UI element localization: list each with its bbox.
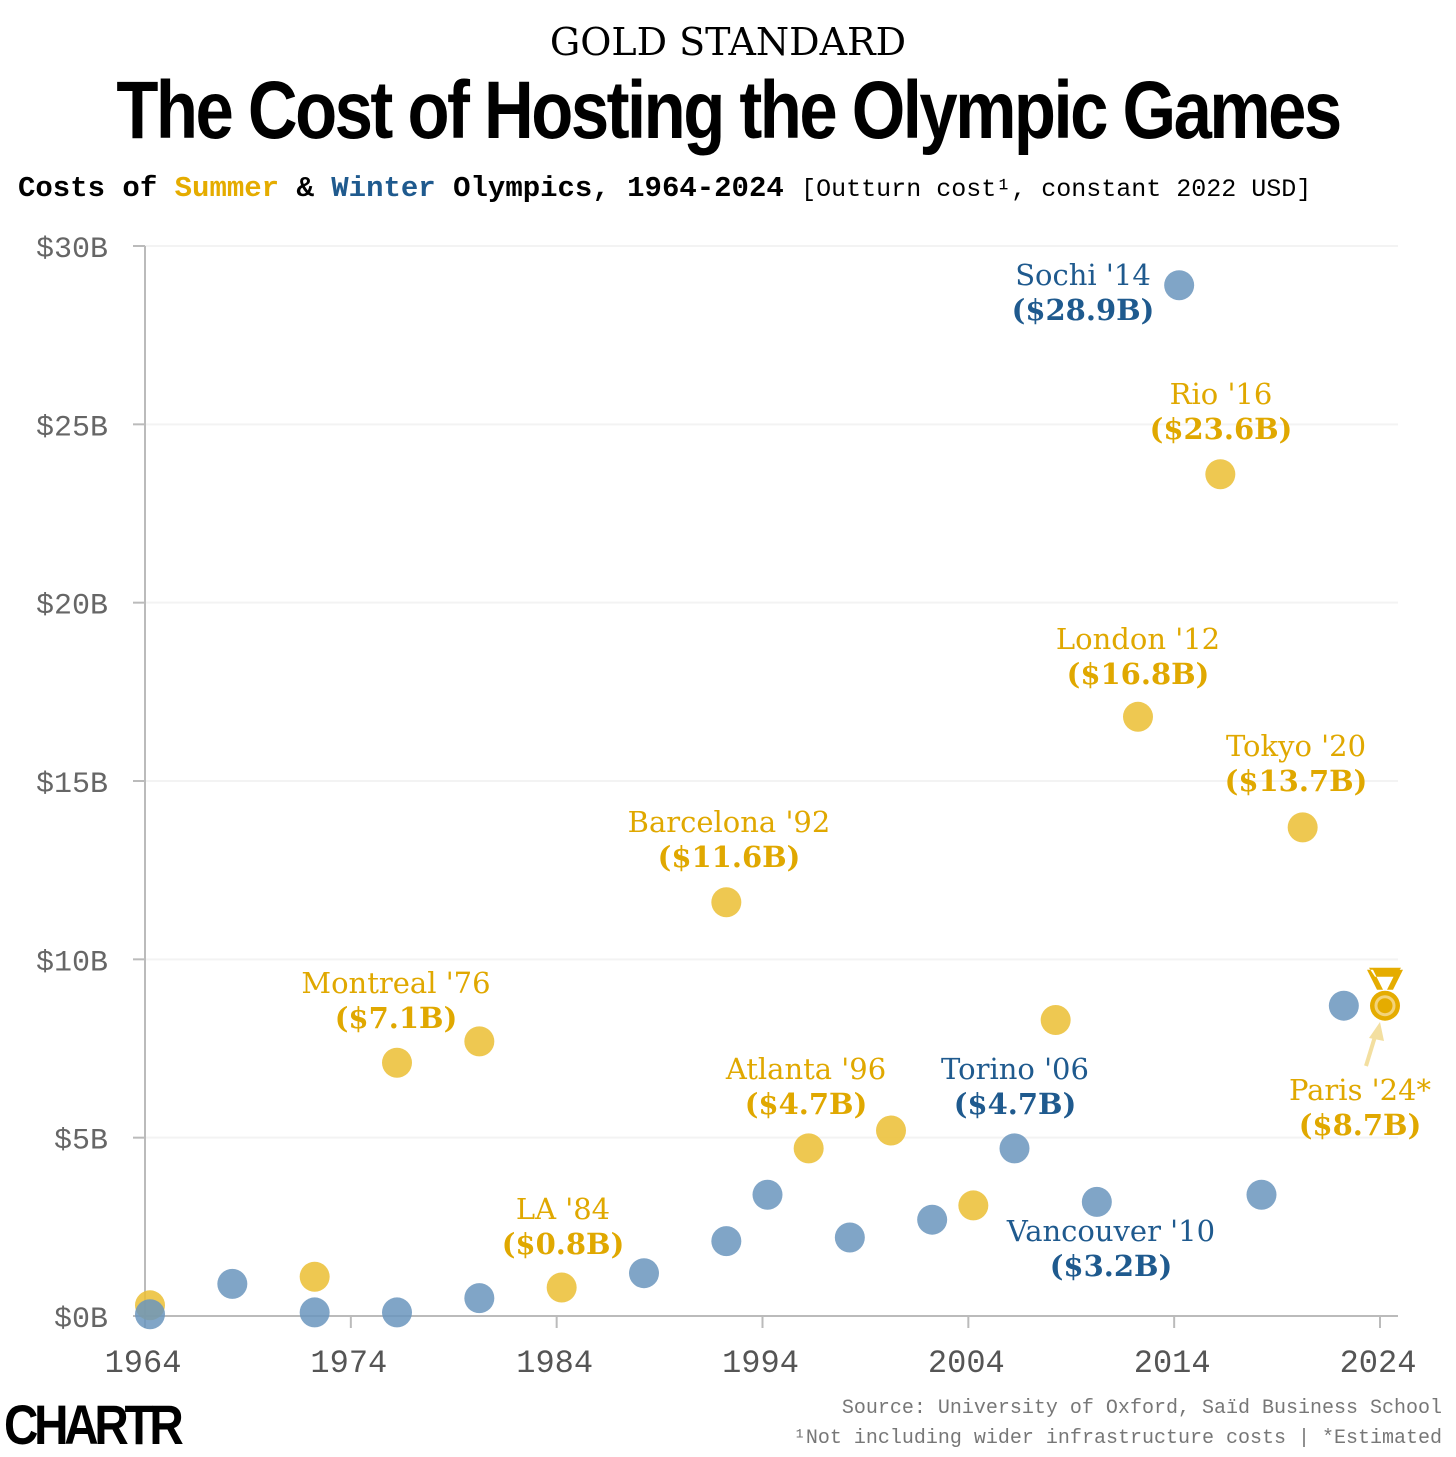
summer-point bbox=[793, 1133, 824, 1164]
summer-point bbox=[876, 1115, 906, 1146]
chartr-logo: CHARTR bbox=[4, 1393, 184, 1456]
point-label: Rio '16 bbox=[1170, 377, 1273, 411]
arrow-head-icon bbox=[1369, 1022, 1384, 1041]
winter-point bbox=[834, 1222, 865, 1253]
summer-point bbox=[1123, 701, 1153, 732]
point-label: London '12 bbox=[1056, 622, 1220, 656]
subtitle-unit: [Outturn cost¹, constant 2022 USD] bbox=[801, 175, 1312, 204]
winter-point bbox=[299, 1297, 330, 1328]
point-label: LA '84 bbox=[516, 1192, 610, 1226]
point-label: Montreal '76 bbox=[301, 966, 490, 1000]
winter-point bbox=[1081, 1186, 1112, 1217]
y-tick-label: $15B bbox=[36, 768, 108, 802]
winter-point bbox=[999, 1133, 1030, 1164]
chart-title: The Cost of Hosting the Olympic Games bbox=[116, 65, 1342, 156]
footer-notes: Source: University of Oxford, Saïd Busin… bbox=[794, 1394, 1442, 1454]
point-value: ($28.9B) bbox=[1012, 293, 1155, 327]
winter-point bbox=[629, 1258, 659, 1289]
x-tick-label: 1984 bbox=[516, 1345, 593, 1382]
x-tick-label: 2004 bbox=[928, 1345, 1005, 1382]
summer-point bbox=[299, 1261, 330, 1292]
point-value: ($23.6B) bbox=[1150, 412, 1293, 446]
winter-point bbox=[217, 1268, 248, 1299]
summer-point bbox=[464, 1026, 495, 1057]
winter-point bbox=[382, 1297, 412, 1328]
x-tick-label: 1964 bbox=[105, 1345, 182, 1382]
medal-ribbon-icon bbox=[1367, 967, 1403, 990]
subtitle-pre: Costs of bbox=[18, 172, 175, 205]
point-label: Torino '06 bbox=[941, 1052, 1089, 1086]
winter-point bbox=[1164, 270, 1195, 301]
winter-point bbox=[1246, 1179, 1277, 1210]
chart-subtitle: Costs of Summer & Winter Olympics, 1964-… bbox=[18, 172, 1311, 205]
point-value: ($3.2B) bbox=[1050, 1249, 1173, 1283]
medal-inner-icon bbox=[1374, 995, 1396, 1017]
legend-winter: Winter bbox=[331, 172, 436, 205]
summer-point bbox=[546, 1272, 577, 1303]
winter-point bbox=[464, 1283, 495, 1314]
x-tick-label: 1994 bbox=[722, 1345, 799, 1382]
source-text: Source: University of Oxford, Saïd Busin… bbox=[841, 1397, 1442, 1420]
summer-point bbox=[1287, 812, 1318, 843]
footnote-text: ¹Not including wider infrastructure cost… bbox=[793, 1427, 1442, 1450]
y-tick-label: $10B bbox=[36, 946, 108, 980]
winter-point bbox=[135, 1299, 165, 1330]
y-tick-label: $5B bbox=[54, 1125, 108, 1159]
point-label: Barcelona '92 bbox=[628, 805, 831, 839]
point-value: ($16.8B) bbox=[1067, 657, 1210, 691]
subtitle-post: Olympics, 1964-2024 bbox=[435, 172, 802, 205]
x-tick-label: 2024 bbox=[1340, 1345, 1417, 1382]
winter-point bbox=[917, 1204, 948, 1235]
subtitle-amp: & bbox=[279, 172, 332, 205]
winter-point bbox=[711, 1226, 742, 1257]
point-label: Tokyo '20 bbox=[1226, 729, 1366, 763]
point-label: Paris '24* bbox=[1289, 1073, 1432, 1107]
y-tick-label: $25B bbox=[36, 411, 108, 445]
summer-point bbox=[958, 1190, 989, 1221]
point-value: ($4.7B) bbox=[954, 1087, 1077, 1121]
point-label: Atlanta '96 bbox=[725, 1052, 886, 1086]
point-label: Sochi '14 bbox=[1015, 258, 1151, 292]
summer-point bbox=[382, 1047, 412, 1078]
summer-point bbox=[1205, 459, 1236, 490]
winter-point bbox=[752, 1179, 783, 1210]
point-label: Vancouver '10 bbox=[1006, 1214, 1215, 1248]
point-value: ($7.1B) bbox=[335, 1001, 458, 1035]
point-value: ($4.7B) bbox=[745, 1087, 868, 1121]
kicker: GOLD STANDARD bbox=[549, 20, 907, 64]
y-tick-label: $20B bbox=[36, 590, 108, 624]
summer-point bbox=[1040, 1004, 1071, 1035]
medal-icon bbox=[1370, 990, 1400, 1021]
y-tick-label: $30B bbox=[36, 233, 108, 267]
point-value: ($0.8B) bbox=[502, 1227, 625, 1261]
point-value: ($13.7B) bbox=[1225, 764, 1368, 798]
x-tick-label: 1974 bbox=[310, 1345, 387, 1382]
point-value: ($11.6B) bbox=[658, 840, 801, 874]
legend-summer: Summer bbox=[174, 172, 280, 205]
winter-point bbox=[1328, 990, 1359, 1021]
point-value: ($8.7B) bbox=[1299, 1108, 1422, 1142]
x-tick-label: 2014 bbox=[1134, 1345, 1211, 1382]
y-tick-label: $0B bbox=[54, 1303, 108, 1337]
summer-point bbox=[711, 887, 742, 918]
